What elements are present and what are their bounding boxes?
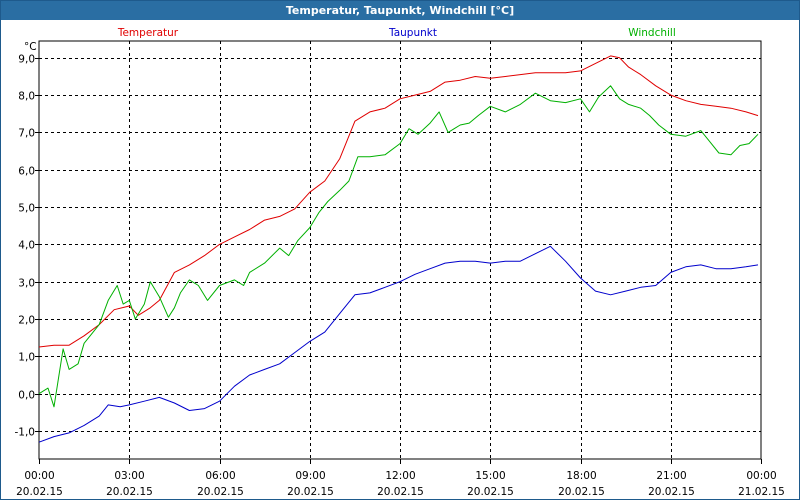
y-tick-label: -1,0 (15, 427, 36, 439)
x-tick-time: 21:00 (656, 470, 686, 482)
x-tick-date: 20.02.15 (467, 486, 514, 498)
x-tick-date: 20.02.15 (197, 486, 244, 498)
y-tick-label: 5,0 (18, 203, 35, 215)
x-tick-time: 18:00 (566, 470, 596, 482)
legend: Temperatur Taupunkt Windchill (117, 27, 676, 39)
y-tick-label: 7,0 (18, 128, 35, 140)
x-tick-time: 12:00 (385, 470, 415, 482)
series-line-windchill (38, 85, 759, 408)
y-tick-label: 0,0 (18, 390, 35, 402)
x-tick-date: 21.02.15 (738, 486, 785, 498)
series-layer (38, 55, 759, 443)
x-tick-time: 00:00 (746, 470, 776, 482)
series-line-taupunkt (38, 245, 759, 443)
x-tick-date: 20.02.15 (377, 486, 424, 498)
x-tick-time: 06:00 (205, 470, 235, 482)
x-tick-date: 20.02.15 (16, 486, 63, 498)
window-title: Temperatur, Taupunkt, Windchill [°C] (1, 1, 799, 20)
x-tick-time: 15:00 (475, 470, 505, 482)
y-unit-label: °C (24, 41, 37, 53)
y-tick-label: 2,0 (18, 315, 35, 327)
y-tick-label: 8,0 (18, 91, 35, 103)
x-tick-time: 09:00 (295, 470, 325, 482)
x-tick-date: 20.02.15 (106, 486, 153, 498)
legend-entry-windchill: Windchill (628, 27, 676, 39)
legend-entry-taupunkt: Taupunkt (388, 27, 437, 39)
x-tick-date: 20.02.15 (648, 486, 695, 498)
x-tick-date: 20.02.15 (558, 486, 605, 498)
grid-lines (39, 41, 761, 459)
series-line-temperatur (38, 55, 759, 348)
y-tick-label: 1,0 (18, 352, 35, 364)
x-axis-ticks: 00:00 20.02.15 03:00 20.02.15 06:00 20.02.15 0… (16, 459, 785, 498)
x-tick-time: 00:00 (24, 470, 54, 482)
legend-entry-temperatur: Temperatur (117, 27, 179, 39)
y-tick-label: 3,0 (18, 278, 35, 290)
y-axis-ticks: 9,0 8,0 7,0 6,0 5,0 4,0 3,0 2,0 1,0 0,0 -1,0 (15, 54, 39, 439)
y-tick-label: 4,0 (18, 240, 35, 252)
x-tick-time: 03:00 (114, 470, 144, 482)
x-tick-date: 20.02.15 (287, 486, 334, 498)
y-tick-label: 6,0 (18, 166, 35, 178)
y-tick-label: 9,0 (18, 54, 35, 66)
